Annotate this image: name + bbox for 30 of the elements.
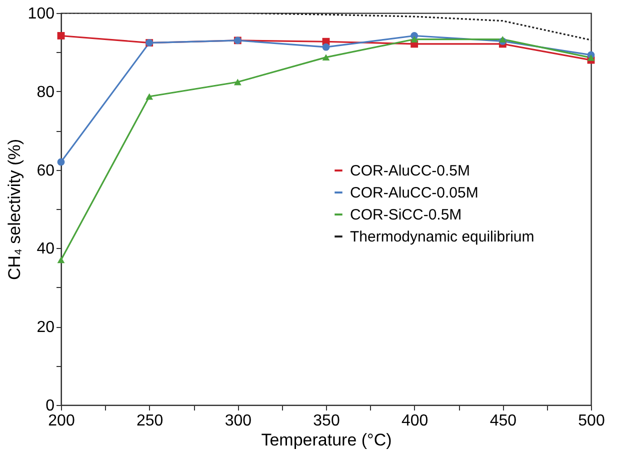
x-tick-label: 250 bbox=[136, 412, 164, 430]
y-tick-label: 100 bbox=[28, 6, 55, 22]
point bbox=[587, 54, 595, 61]
point bbox=[57, 32, 65, 40]
x-tick-label: 200 bbox=[48, 412, 75, 430]
x-tick-label: 350 bbox=[313, 412, 340, 430]
point bbox=[57, 256, 65, 264]
y-axis-title: CH₄ selectivity (%) bbox=[4, 138, 24, 280]
point bbox=[322, 54, 330, 61]
point bbox=[410, 36, 418, 42]
point bbox=[57, 158, 65, 166]
x-tick-label: 500 bbox=[578, 412, 605, 430]
line-series bbox=[61, 13, 591, 41]
legend-label: Thermodynamic equilibrium bbox=[350, 228, 534, 246]
point bbox=[498, 36, 506, 42]
y-tick-label: 40 bbox=[36, 240, 55, 258]
x-tick-label: 400 bbox=[401, 412, 428, 430]
x-tick-label: 300 bbox=[224, 412, 252, 430]
y-tick-label: 20 bbox=[36, 319, 55, 336]
y-tick-label: 60 bbox=[36, 162, 55, 180]
y-tick-label: 0 bbox=[46, 398, 55, 414]
legend-label: COR-AluCC-0.05M bbox=[350, 184, 478, 202]
legend-label: COR-SiCC-0.5M bbox=[350, 206, 462, 224]
point bbox=[146, 93, 154, 100]
x-tick-label: 450 bbox=[490, 412, 517, 430]
x-axis-title: Temperature (°C) bbox=[261, 430, 392, 450]
point bbox=[234, 78, 242, 86]
legend-label: COR-AluCC-0.5M bbox=[350, 162, 470, 180]
point bbox=[322, 43, 330, 51]
y-tick-label: 80 bbox=[36, 84, 55, 101]
